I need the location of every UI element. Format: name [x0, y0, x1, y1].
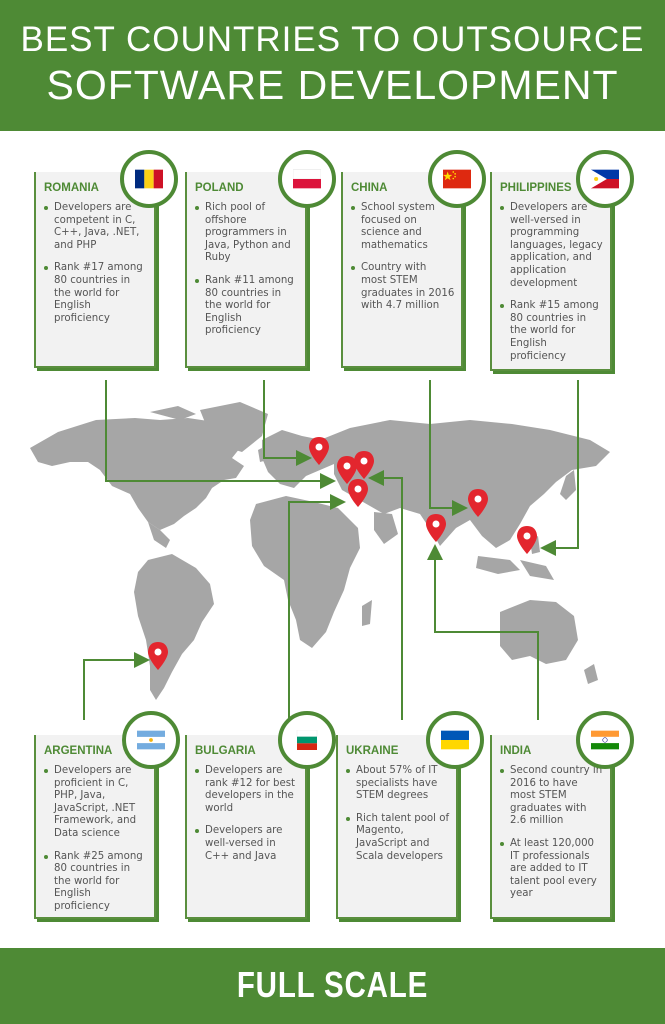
flag-badge-romania: [120, 150, 178, 208]
flag-badge-india: [576, 711, 634, 769]
header-banner: BEST COUNTRIES TO OUTSOURCE SOFTWARE DEV…: [0, 0, 665, 131]
country-facts: Second country in 2016 to have most STEM…: [500, 765, 604, 911]
country-facts: About 57% of IT specialists have STEM de…: [346, 765, 450, 873]
flag-badge-philippines: [576, 150, 634, 208]
fact-item: Developers are rank #12 for best develop…: [195, 765, 299, 815]
connector-arrows: [134, 450, 556, 668]
page-title-line-1: BEST COUNTRIES TO OUTSOURCE: [20, 20, 645, 59]
fact-item: School system focused on science and mat…: [351, 202, 455, 252]
country-name: UKRAINE: [346, 745, 399, 757]
fact-item: Developers are competent in C, C++, Java…: [44, 202, 148, 252]
flag-badge-ukraine: [426, 711, 484, 769]
philippines-flag-icon: [591, 169, 619, 189]
fact-item: Rank #15 among 80 countries in the world…: [500, 300, 604, 363]
connector-lines: [83, 380, 579, 720]
fact-item: Developers are well-versed in C++ and Ja…: [195, 825, 299, 863]
fact-item: Developers are well-versed in programmin…: [500, 202, 604, 290]
page-title-line-2: SOFTWARE DEVELOPMENT: [46, 62, 619, 108]
country-card-poland: POLAND Rich pool of offshore programmers…: [185, 172, 307, 368]
fact-item: Country with most STEM graduates in 2016…: [351, 262, 455, 312]
fact-item: Rank #11 among 80 countries in the world…: [195, 275, 299, 338]
fact-item: At least 120,000 IT professionals are ad…: [500, 838, 604, 901]
bulgaria-flag-icon: [296, 730, 318, 750]
flag-badge-poland: [278, 150, 336, 208]
india-flag-icon: [591, 730, 619, 750]
country-card-argentina: ARGENTINA Developers are proficient in C…: [34, 735, 156, 919]
country-name: BULGARIA: [195, 745, 256, 757]
world-map-landmass: [30, 402, 610, 700]
fact-item: About 57% of IT specialists have STEM de…: [346, 765, 450, 803]
country-facts: Developers are competent in C, C++, Java…: [44, 202, 148, 335]
country-name: PHILIPPINES: [500, 182, 572, 194]
country-name: INDIA: [500, 745, 532, 757]
poland-flag-icon: [293, 169, 321, 189]
country-card-philippines: PHILIPPINES Developers are well-versed i…: [490, 172, 612, 371]
fact-item: Rich talent pool of Magento, JavaScript …: [346, 813, 450, 863]
brand-logo-text: FULL SCALE: [236, 964, 429, 1005]
flag-badge-china: [428, 150, 486, 208]
country-card-ukraine: UKRAINE About 57% of IT specialists have…: [336, 735, 458, 919]
country-facts: Developers are well-versed in programmin…: [500, 202, 604, 373]
china-flag-icon: [443, 169, 471, 189]
country-facts: Developers are rank #12 for best develop…: [195, 765, 299, 873]
ukraine-flag-icon: [441, 730, 469, 750]
fact-item: Developers are proficient in C, PHP, Jav…: [44, 765, 148, 841]
country-name: ARGENTINA: [44, 745, 113, 757]
fact-item: Second country in 2016 to have most STEM…: [500, 765, 604, 828]
country-facts: Developers are proficient in C, PHP, Jav…: [44, 765, 148, 924]
romania-flag-icon: [135, 169, 163, 189]
world-map: [30, 380, 610, 720]
argentina-flag-icon: [137, 730, 165, 750]
country-facts: Rich pool of offshore programmers in Jav…: [195, 202, 299, 348]
country-card-bulgaria: BULGARIA Developers are rank #12 for bes…: [185, 735, 307, 919]
country-name: ROMANIA: [44, 182, 99, 194]
flag-badge-argentina: [122, 711, 180, 769]
fact-item: Rich pool of offshore programmers in Jav…: [195, 202, 299, 265]
flag-badge-bulgaria: [278, 711, 336, 769]
footer-banner: FULL SCALE: [0, 948, 665, 1024]
fact-item: Rank #17 among 80 countries in the world…: [44, 262, 148, 325]
country-facts: School system focused on science and mat…: [351, 202, 455, 323]
country-name: POLAND: [195, 182, 244, 194]
fact-item: Rank #25 among 80 countries in the world…: [44, 851, 148, 914]
country-name: CHINA: [351, 182, 388, 194]
